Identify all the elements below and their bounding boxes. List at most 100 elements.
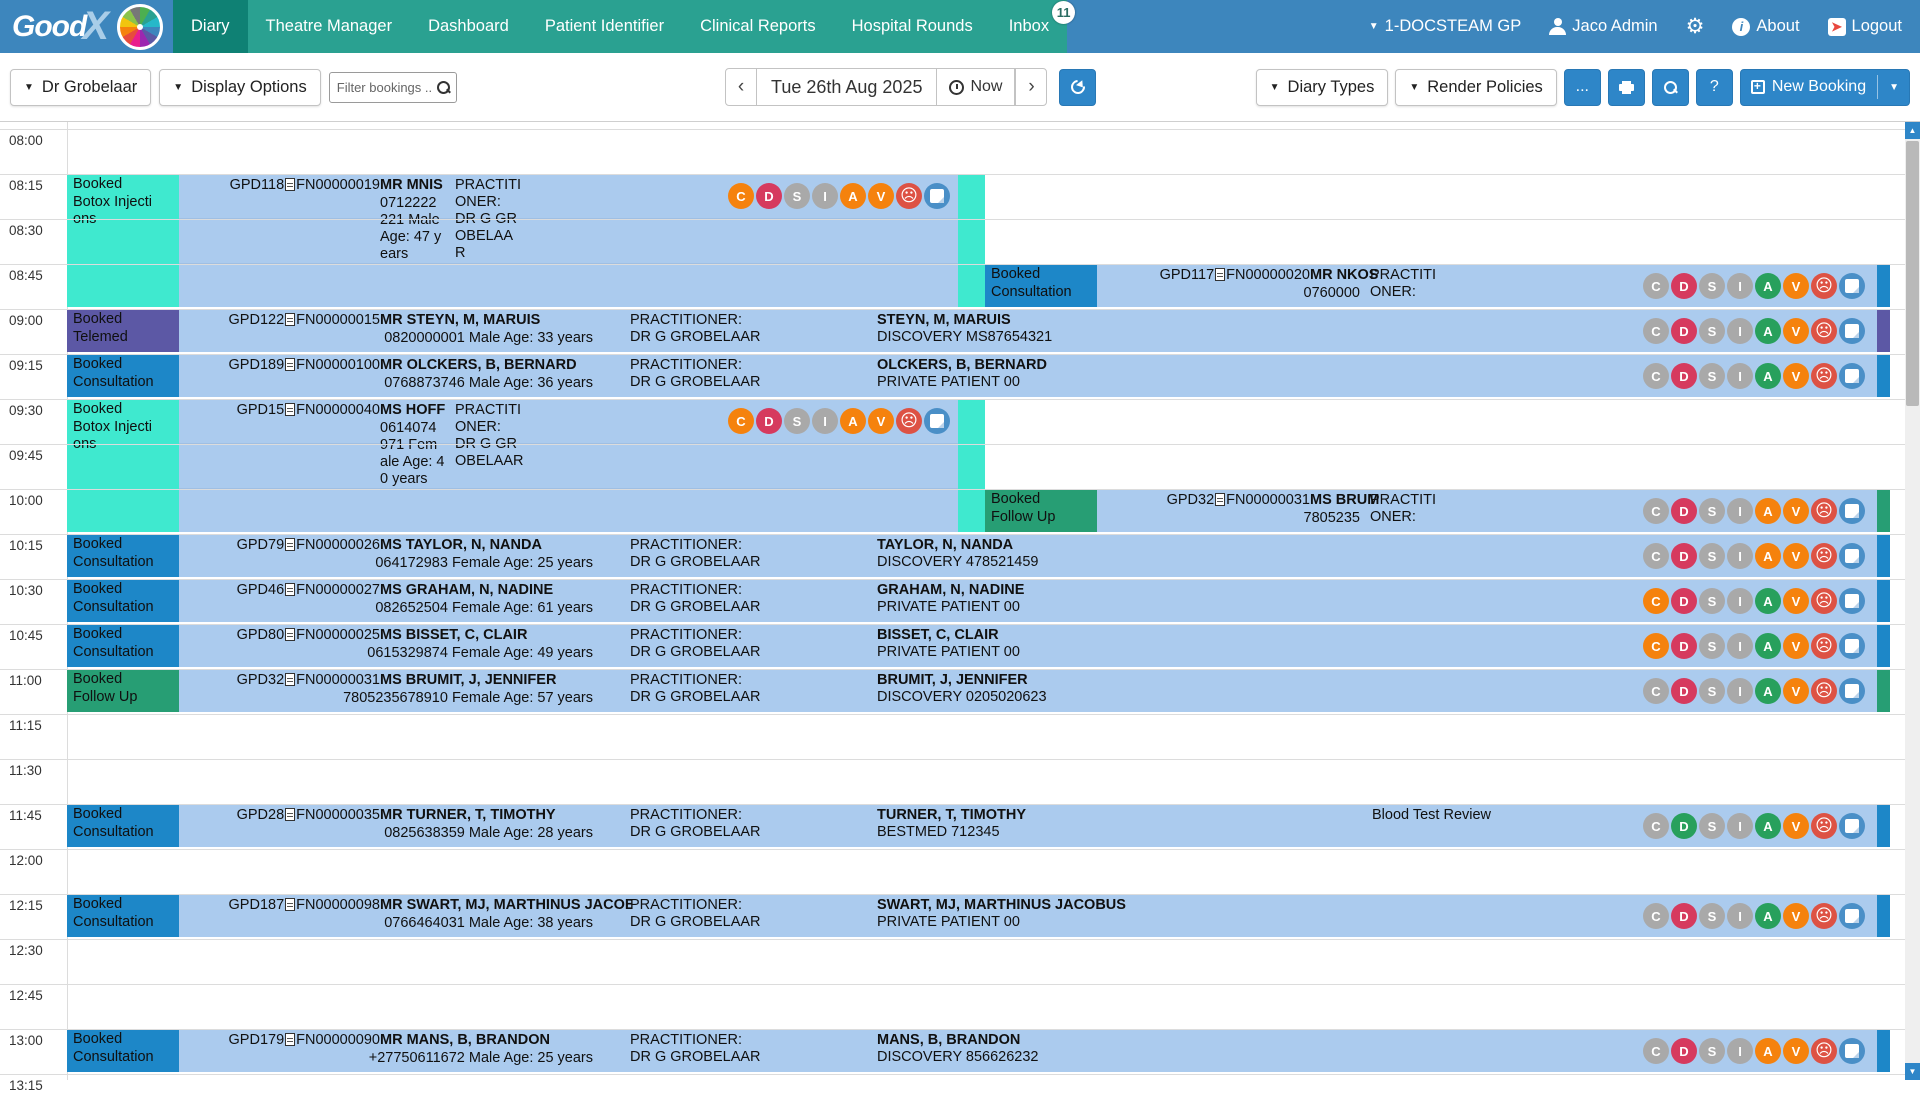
document-icon[interactable] <box>285 1033 295 1046</box>
action-icon-A[interactable]: A <box>1755 813 1781 839</box>
action-icon-sad[interactable]: ☹ <box>896 183 922 209</box>
scroll-down-button[interactable]: ▼ <box>1905 1063 1920 1080</box>
action-icon-sad[interactable]: ☹ <box>1811 588 1837 614</box>
action-icon-V[interactable]: V <box>868 408 894 434</box>
action-icon-D[interactable]: D <box>1671 273 1697 299</box>
action-icon-V[interactable]: V <box>1783 678 1809 704</box>
action-icon-sad[interactable]: ☹ <box>1811 813 1837 839</box>
document-icon[interactable] <box>285 358 295 371</box>
action-icon-S[interactable]: S <box>1699 678 1725 704</box>
action-icon-sad[interactable]: ☹ <box>1811 318 1837 344</box>
action-icon-V[interactable]: V <box>1783 498 1809 524</box>
action-icon-A[interactable]: A <box>1755 903 1781 929</box>
action-icon-A[interactable]: A <box>840 183 866 209</box>
action-icon-D[interactable]: D <box>1671 498 1697 524</box>
action-icon-D[interactable]: D <box>1671 813 1697 839</box>
action-icon-A[interactable]: A <box>1755 273 1781 299</box>
current-date[interactable]: Tue 26th Aug 2025 <box>757 68 937 106</box>
document-icon[interactable] <box>285 628 295 641</box>
nav-item-clinical-reports[interactable]: Clinical Reports <box>682 0 834 53</box>
document-icon[interactable] <box>285 898 295 911</box>
action-icon-I[interactable]: I <box>1727 318 1753 344</box>
document-icon[interactable] <box>285 808 295 821</box>
document-icon[interactable] <box>285 403 295 416</box>
action-icon-S[interactable]: S <box>1699 318 1725 344</box>
action-icon-S[interactable]: S <box>1699 273 1725 299</box>
action-icon-A[interactable]: A <box>1755 1038 1781 1064</box>
document-icon[interactable] <box>1215 268 1225 281</box>
scrollbar-thumb[interactable] <box>1906 141 1919 406</box>
document-icon[interactable] <box>285 313 295 326</box>
next-day-button[interactable]: › <box>1015 68 1047 106</box>
action-icon-D[interactable]: D <box>1671 1038 1697 1064</box>
action-icon-note[interactable] <box>1839 1038 1865 1064</box>
action-icon-C[interactable]: C <box>1643 498 1669 524</box>
action-icon-D[interactable]: D <box>756 183 782 209</box>
more-options-button[interactable]: ... <box>1564 69 1601 106</box>
nav-item-hospital-rounds[interactable]: Hospital Rounds <box>834 0 991 53</box>
now-button[interactable]: Now <box>937 68 1015 106</box>
action-icon-I[interactable]: I <box>1727 498 1753 524</box>
display-options-dropdown[interactable]: ▼ Display Options <box>159 69 320 106</box>
diary-types-dropdown[interactable]: ▼ Diary Types <box>1256 69 1389 106</box>
action-icon-D[interactable]: D <box>1671 543 1697 569</box>
action-icon-C[interactable]: C <box>1643 633 1669 659</box>
search-button[interactable] <box>1652 69 1689 106</box>
action-icon-note[interactable] <box>1839 363 1865 389</box>
action-icon-note[interactable] <box>1839 543 1865 569</box>
action-icon-V[interactable]: V <box>1783 273 1809 299</box>
action-icon-S[interactable]: S <box>1699 363 1725 389</box>
action-icon-note[interactable] <box>1839 318 1865 344</box>
action-icon-S[interactable]: S <box>1699 813 1725 839</box>
action-icon-sad[interactable]: ☹ <box>1811 543 1837 569</box>
action-icon-I[interactable]: I <box>1727 588 1753 614</box>
document-icon[interactable] <box>285 178 295 191</box>
action-icon-D[interactable]: D <box>1671 363 1697 389</box>
action-icon-C[interactable]: C <box>728 183 754 209</box>
practitioner-dropdown[interactable]: ▼ Dr Grobelaar <box>10 69 151 106</box>
action-icon-I[interactable]: I <box>1727 903 1753 929</box>
action-icon-I[interactable]: I <box>1727 813 1753 839</box>
action-icon-V[interactable]: V <box>1783 318 1809 344</box>
action-icon-V[interactable]: V <box>1783 633 1809 659</box>
action-icon-sad[interactable]: ☹ <box>1811 678 1837 704</box>
action-icon-I[interactable]: I <box>1727 273 1753 299</box>
action-icon-note[interactable] <box>1839 498 1865 524</box>
action-icon-S[interactable]: S <box>1699 633 1725 659</box>
document-icon[interactable] <box>285 538 295 551</box>
action-icon-V[interactable]: V <box>868 183 894 209</box>
refresh-button[interactable] <box>1059 69 1096 106</box>
action-icon-A[interactable]: A <box>1755 318 1781 344</box>
practice-selector[interactable]: ▼ 1-DOCSTEAM GP <box>1369 17 1522 36</box>
action-icon-I[interactable]: I <box>812 183 838 209</box>
action-icon-A[interactable]: A <box>1755 363 1781 389</box>
document-icon[interactable] <box>1215 493 1225 506</box>
new-booking-button[interactable]: New Booking ▼ <box>1740 69 1910 106</box>
logout-button[interactable]: ➤ Logout <box>1828 17 1902 36</box>
action-icon-S[interactable]: S <box>1699 588 1725 614</box>
action-icon-note[interactable] <box>1839 273 1865 299</box>
action-icon-V[interactable]: V <box>1783 588 1809 614</box>
action-icon-I[interactable]: I <box>1727 633 1753 659</box>
action-icon-V[interactable]: V <box>1783 543 1809 569</box>
action-icon-I[interactable]: I <box>1727 363 1753 389</box>
action-icon-S[interactable]: S <box>784 408 810 434</box>
about-button[interactable]: i About <box>1732 17 1799 36</box>
action-icon-S[interactable]: S <box>1699 498 1725 524</box>
action-icon-C[interactable]: C <box>1643 813 1669 839</box>
action-icon-I[interactable]: I <box>1727 678 1753 704</box>
action-icon-D[interactable]: D <box>1671 678 1697 704</box>
action-icon-I[interactable]: I <box>812 408 838 434</box>
action-icon-A[interactable]: A <box>1755 678 1781 704</box>
action-icon-sad[interactable]: ☹ <box>1811 633 1837 659</box>
action-icon-C[interactable]: C <box>1643 678 1669 704</box>
action-icon-S[interactable]: S <box>784 183 810 209</box>
